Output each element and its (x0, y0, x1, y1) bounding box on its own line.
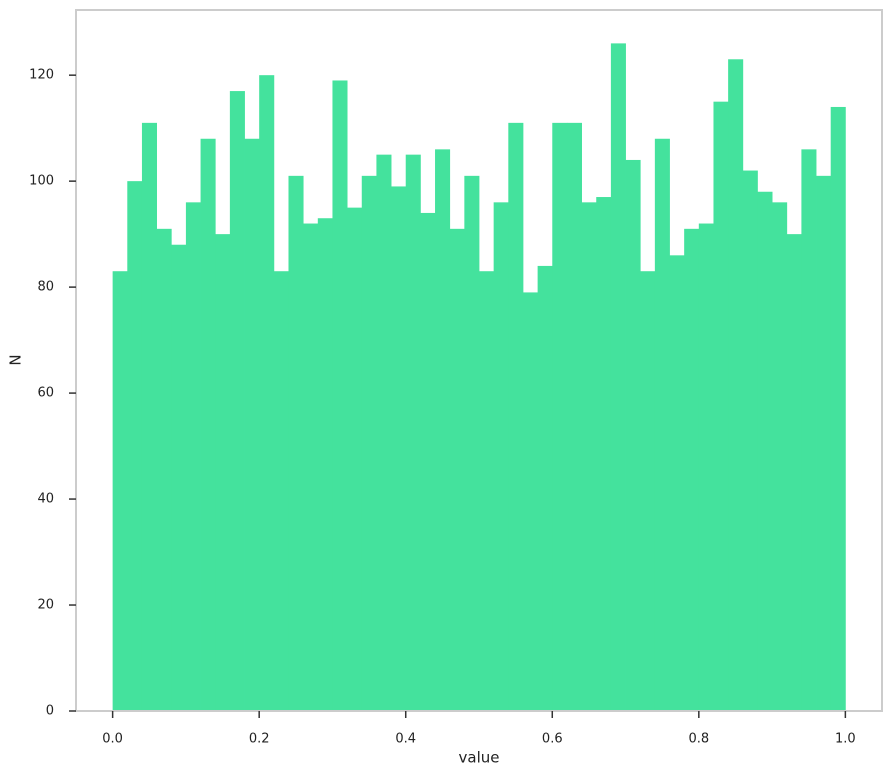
bar (405, 154, 421, 712)
bar (786, 234, 802, 711)
bar (625, 159, 641, 712)
bar (566, 122, 582, 711)
bar (156, 228, 172, 711)
axes-frame (75, 9, 883, 712)
bar (728, 59, 744, 711)
bar (801, 149, 817, 711)
x-tick-label: 0.4 (395, 732, 416, 747)
bar (215, 234, 231, 711)
x-tick-label: 0.2 (249, 732, 270, 747)
bar (127, 181, 143, 711)
bar (493, 202, 509, 711)
bar (317, 218, 333, 711)
y-tick-label: 120 (29, 68, 54, 83)
bar (259, 75, 275, 711)
bar (171, 244, 187, 711)
bar (816, 175, 832, 712)
y-tick-label: 100 (29, 174, 54, 189)
bar (464, 175, 480, 712)
bar (757, 191, 773, 712)
bar (581, 202, 597, 711)
bar (273, 271, 289, 711)
y-tick-label: 20 (37, 598, 54, 613)
bar (420, 212, 436, 711)
bar (361, 175, 377, 712)
y-tick-label: 60 (37, 386, 54, 401)
y-tick-label: 80 (37, 280, 54, 295)
bar (244, 138, 260, 711)
bar (610, 43, 626, 711)
bar (684, 228, 700, 711)
bar (347, 207, 363, 712)
bar (742, 170, 758, 711)
bar (376, 154, 392, 712)
bar (552, 122, 568, 711)
bar (654, 138, 670, 711)
x-axis-label: value (459, 749, 500, 767)
x-tick-label: 0.0 (102, 732, 123, 747)
bar (772, 202, 788, 711)
bar (698, 223, 714, 712)
bar (200, 138, 216, 711)
bar (508, 122, 524, 711)
bar (288, 175, 304, 712)
y-tick-label: 0 (46, 704, 54, 719)
bar (391, 186, 407, 712)
x-tick-label: 0.8 (688, 732, 709, 747)
bar (229, 91, 245, 712)
bar (830, 106, 846, 711)
bar (713, 101, 729, 711)
bar (141, 122, 157, 711)
x-tick-label: 1.0 (835, 732, 856, 747)
y-axis-label: N (7, 354, 25, 365)
bar (640, 271, 656, 711)
bar (449, 228, 465, 711)
bar (112, 271, 128, 711)
bar (596, 197, 612, 711)
bar (479, 271, 495, 711)
bar (332, 80, 348, 712)
x-tick-label: 0.6 (542, 732, 563, 747)
bar (522, 292, 539, 711)
bar (669, 255, 685, 712)
y-tick-label: 40 (37, 492, 54, 507)
bar (185, 202, 201, 711)
bar (303, 223, 319, 712)
bar (537, 265, 553, 711)
bar (435, 149, 451, 711)
